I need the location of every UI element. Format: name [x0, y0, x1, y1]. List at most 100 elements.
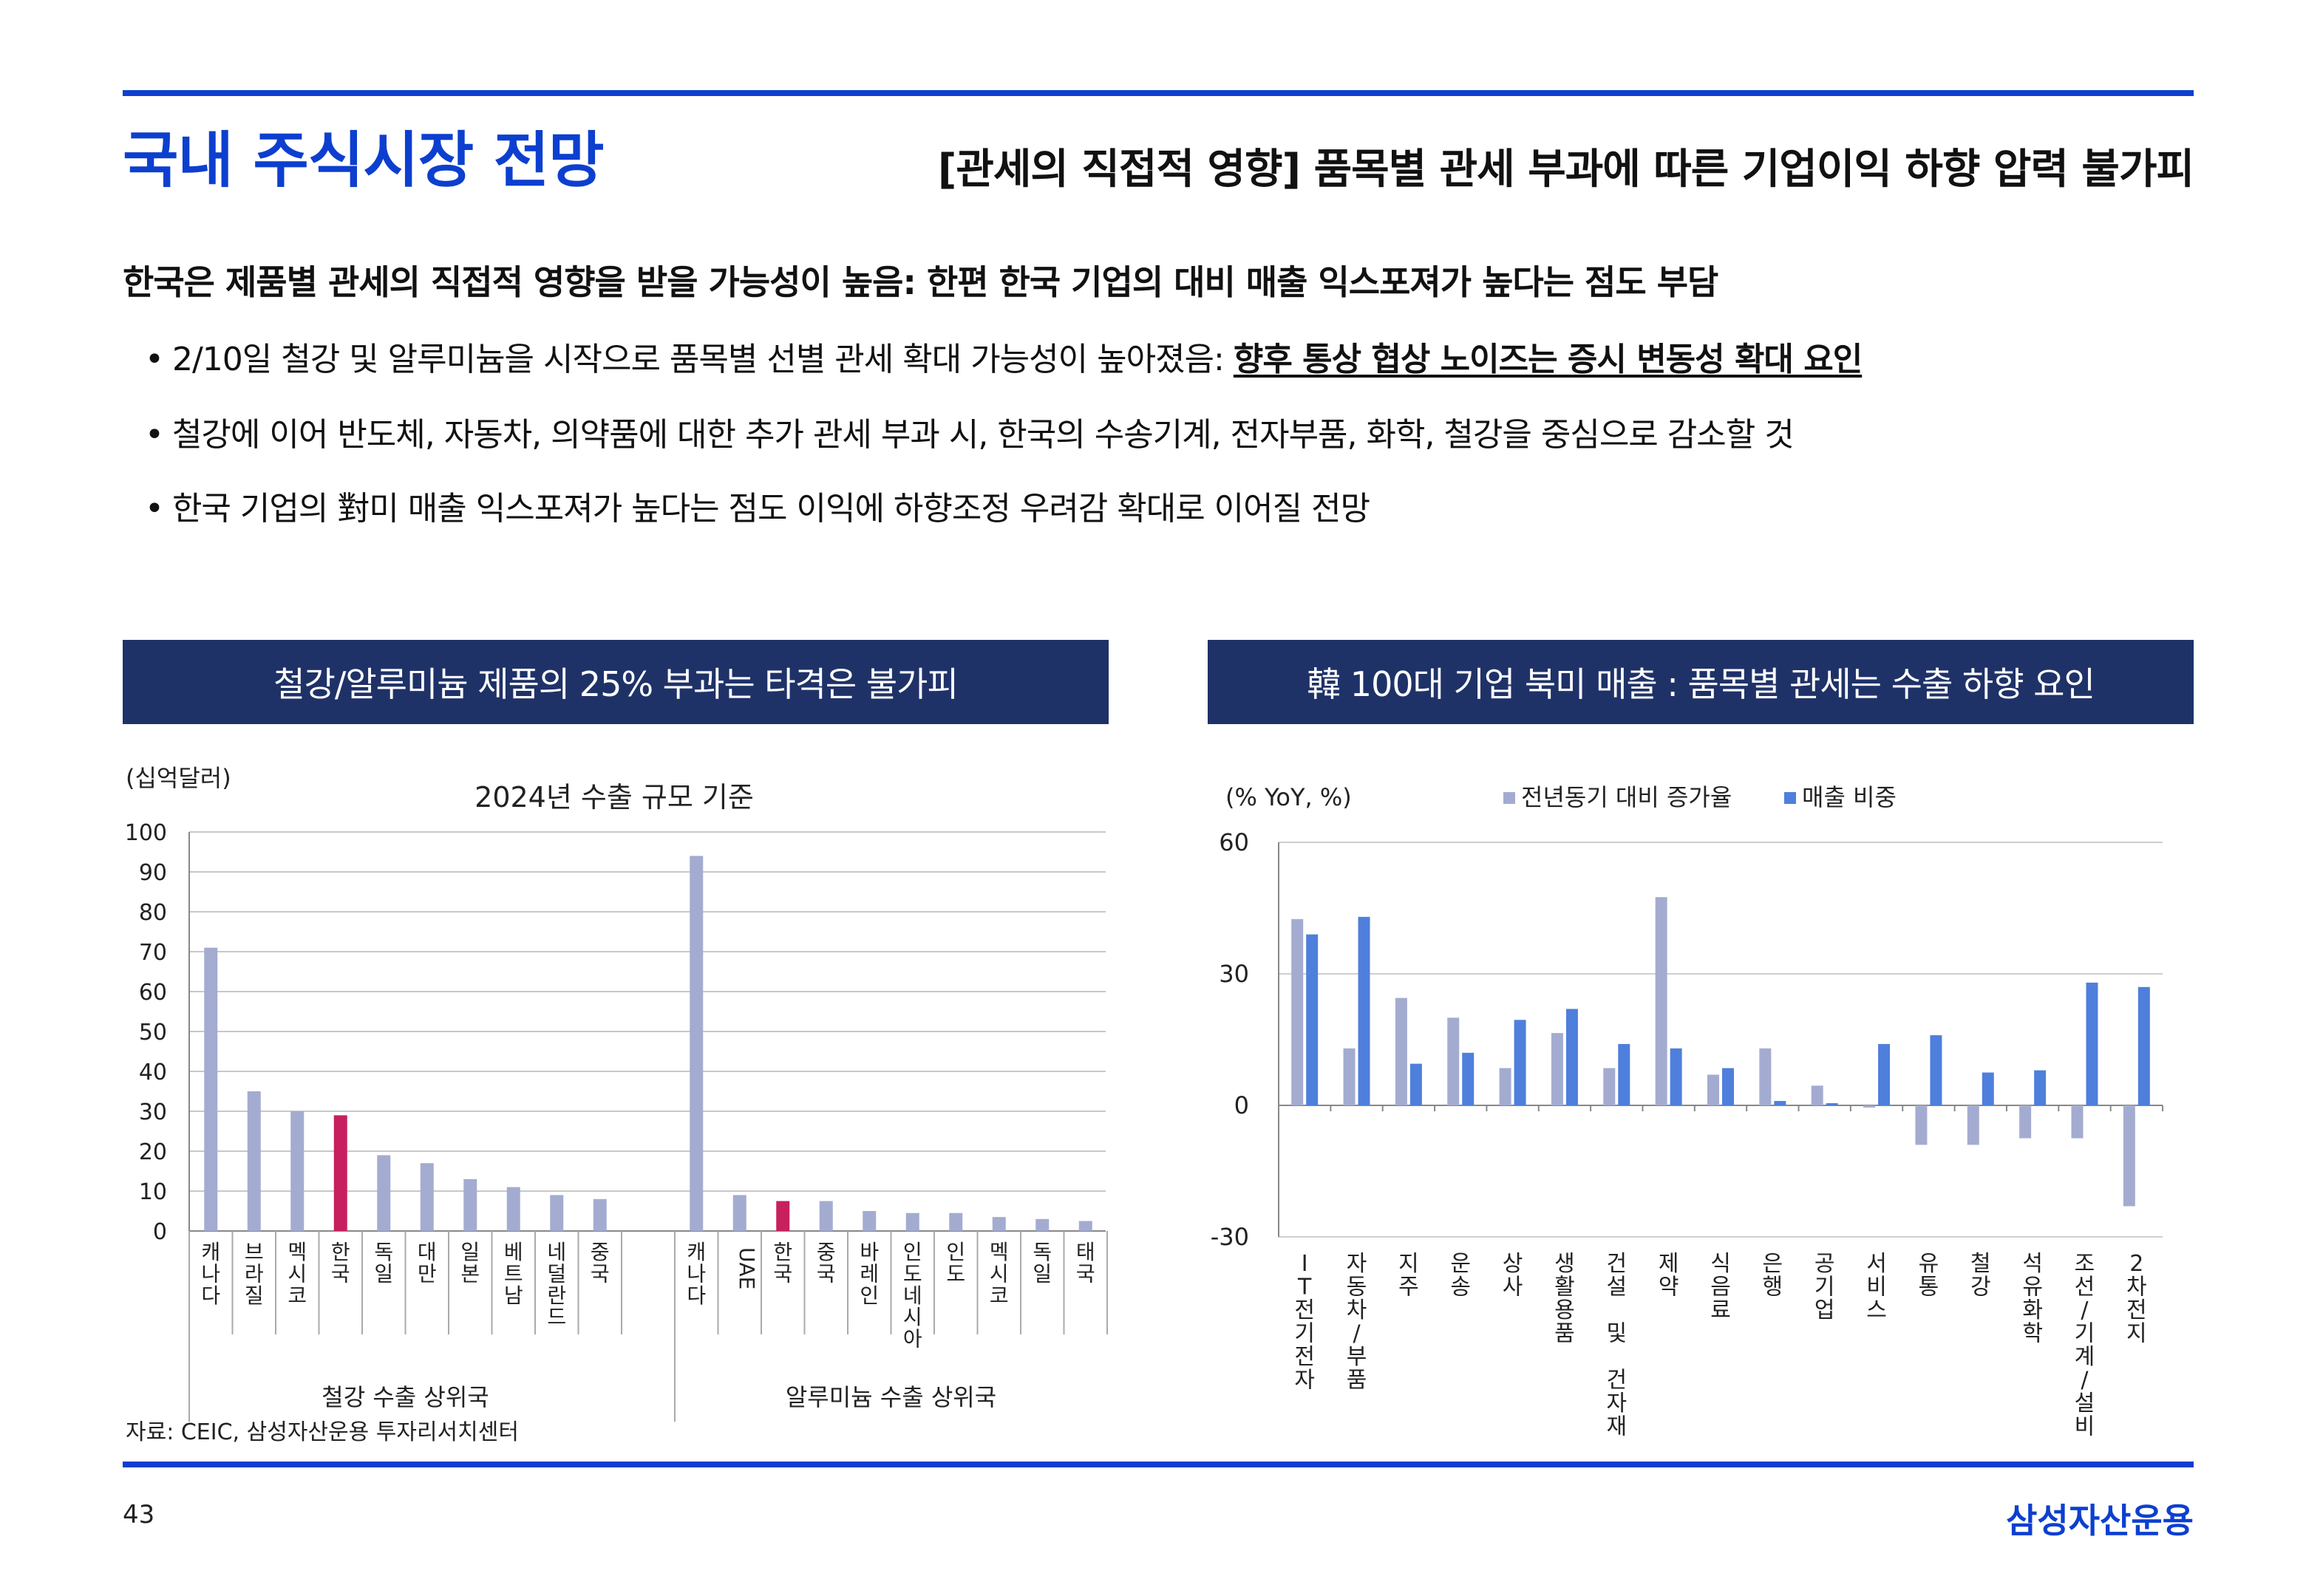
bar	[1915, 1105, 1928, 1145]
chart-unit-label: (% YoY, %)	[1225, 783, 1352, 811]
bullet-item: • 한국 기업의 對미 매출 익스포져가 높다는 점도 이익에 하향조정 우려감 …	[145, 482, 1370, 529]
group-label: 알루미늄 수출 상위국	[786, 1383, 996, 1411]
bar	[1826, 1103, 1838, 1105]
top-rule	[123, 90, 2194, 96]
bar	[732, 1195, 746, 1231]
bar	[1514, 1020, 1526, 1105]
bar	[247, 1091, 261, 1231]
bullet-item: • 2/10일 철강 및 알루미늄을 시작으로 품목별 선별 관세 확대 가능성이…	[145, 332, 1863, 380]
bar	[1447, 1017, 1460, 1105]
y-tick-label: 30	[139, 1099, 167, 1125]
y-tick-label: 60	[1219, 828, 1249, 856]
bar	[1982, 1072, 1994, 1105]
bar	[1774, 1101, 1786, 1105]
source-note: 자료: CEIC, 삼성자산운용 투자리서치센터	[126, 1419, 519, 1445]
bar	[1409, 1063, 1422, 1105]
bar	[593, 1198, 607, 1231]
y-tick-label: 90	[139, 860, 167, 886]
bar	[905, 1213, 919, 1231]
x-tick-label: 조 선 / 기 계 / 설 비	[2075, 1251, 2095, 1440]
bar	[1670, 1048, 1682, 1105]
bar	[949, 1213, 963, 1231]
bar	[690, 856, 704, 1231]
bar	[1358, 916, 1370, 1105]
legend-swatch	[1784, 792, 1796, 804]
legend-label: 매출 비중	[1802, 783, 1897, 811]
y-tick-label: 10	[139, 1179, 167, 1205]
bar	[2034, 1070, 2047, 1105]
bar	[1603, 1068, 1616, 1105]
y-tick-label: -30	[1211, 1223, 1249, 1251]
bar	[333, 1115, 347, 1231]
bar	[1462, 1052, 1475, 1105]
bar	[1499, 1068, 1511, 1105]
y-tick-label: 0	[153, 1219, 167, 1245]
bar	[377, 1155, 391, 1231]
legend-swatch	[1503, 792, 1515, 804]
bar	[420, 1163, 434, 1231]
bar	[992, 1217, 1006, 1231]
bar	[1655, 897, 1667, 1105]
bar	[1707, 1074, 1719, 1105]
bar	[863, 1211, 877, 1231]
bullet-item: • 철강에 이어 반도체, 자동차, 의약품에 대한 추가 관세 부과 시, 한국…	[145, 408, 1795, 455]
summary-heading: 한국은 제품별 관세의 직접적 영향을 받을 가능성이 높음: 한편 한국 기업…	[123, 262, 1718, 302]
bar	[1722, 1068, 1734, 1105]
bar	[2019, 1105, 2032, 1139]
bullet-highlight: 향후 통상 협상 노이즈는 증시 변동성 확대 요인	[1233, 341, 1863, 378]
y-tick-label: 50	[139, 1020, 167, 1046]
bullet-dot-icon: •	[145, 490, 164, 528]
bar	[819, 1201, 833, 1231]
bar	[506, 1187, 520, 1231]
north-america-sales-chart: (% YoY, %) 전년동기 대비 증가율 매출 비중 -30 0 30 60 I T 전 기 전 자…	[1211, 783, 2163, 1440]
page-title: 국내 주식시장 전망	[123, 126, 605, 196]
bullet-dot-icon: •	[145, 416, 164, 454]
page-subtitle: [관세의 직접적 영향] 품목별 관세 부과에 따른 기업이익 하향 압력 불가…	[937, 146, 2194, 194]
y-tick-label: 70	[139, 940, 167, 966]
x-tick-label: UAE	[735, 1247, 759, 1289]
right-panel-header: 韓 100대 기업 북미 매출 : 품목별 관세는 수출 하향 요인	[1208, 640, 2194, 724]
bullet-text: 철강에 이어 반도체, 자동차, 의약품에 대한 추가 관세 부과 시, 한국의…	[171, 416, 1795, 454]
bar	[550, 1195, 564, 1231]
bar	[1967, 1105, 1979, 1145]
bar	[1078, 1221, 1092, 1231]
bar	[1306, 934, 1319, 1105]
bar	[1395, 998, 1407, 1105]
y-tick-label: 80	[139, 900, 167, 926]
bar	[2071, 1105, 2084, 1139]
bottom-rule	[123, 1462, 2194, 1467]
page-number: 43	[123, 1500, 155, 1530]
bar	[204, 947, 218, 1231]
bar	[776, 1201, 790, 1231]
left-panel-header: 철강/알루미늄 제품의 25% 부과는 타격은 불가피	[123, 640, 1109, 724]
bar	[1759, 1048, 1772, 1105]
bar	[1618, 1043, 1630, 1105]
y-tick-label: 60	[139, 980, 167, 1006]
bullet-dot-icon: •	[145, 341, 164, 378]
